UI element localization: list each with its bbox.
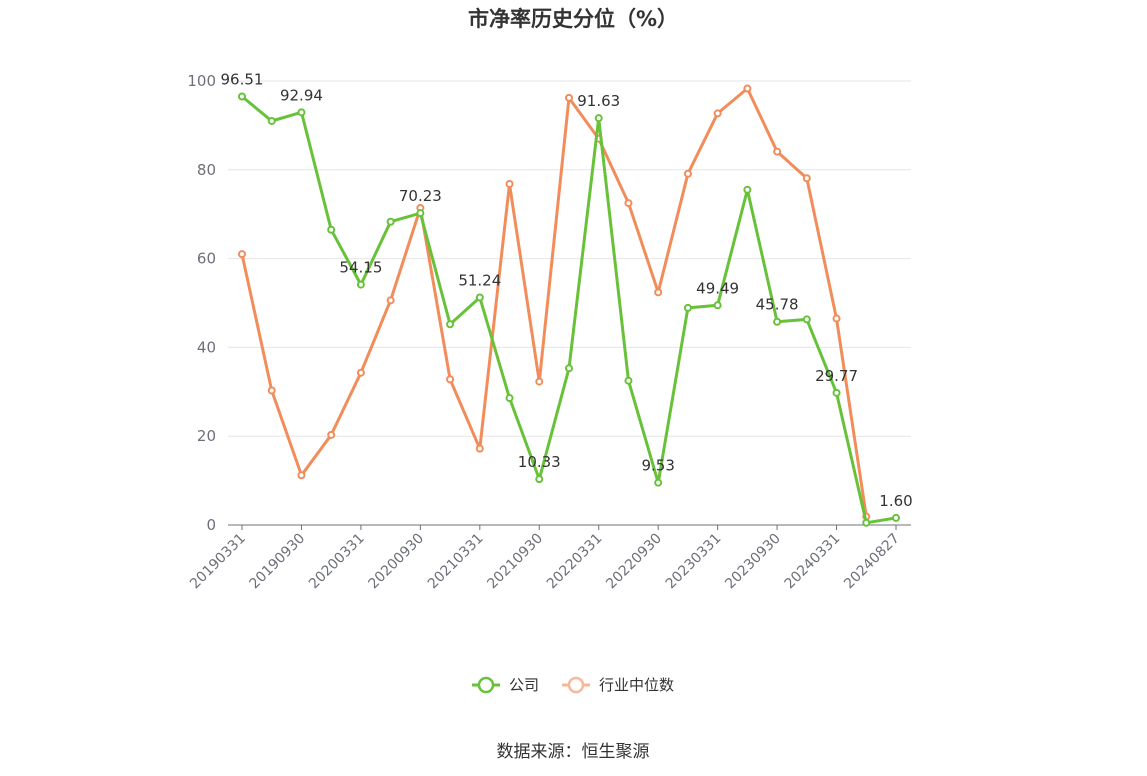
data-label: 10.33 bbox=[518, 453, 561, 471]
data-point[interactable] bbox=[535, 475, 544, 484]
chart-title: 市净率历史分位（%） bbox=[468, 7, 678, 31]
data-point[interactable] bbox=[892, 513, 900, 522]
data-point[interactable] bbox=[327, 430, 336, 439]
x-tick-label: 20210930 bbox=[484, 531, 546, 593]
legend-item-0[interactable]: 公司 bbox=[472, 676, 539, 694]
data-point[interactable] bbox=[505, 394, 514, 403]
data-point[interactable] bbox=[802, 315, 811, 324]
data-point[interactable] bbox=[654, 478, 663, 487]
data-point[interactable] bbox=[386, 217, 395, 226]
data-point[interactable] bbox=[475, 293, 484, 302]
data-point[interactable] bbox=[832, 388, 841, 397]
y-tick-label: 80 bbox=[197, 161, 216, 179]
x-tick-label: 20210331 bbox=[425, 531, 487, 593]
data-point[interactable] bbox=[297, 108, 306, 117]
data-point[interactable] bbox=[386, 296, 395, 305]
data-labels: 96.51 92.94 54.15 70.23 51.24 10.33 91.63 9.53 4… bbox=[221, 70, 913, 509]
series-line-1 bbox=[240, 87, 868, 517]
data-point[interactable] bbox=[624, 376, 633, 385]
data-label: 91.63 bbox=[577, 92, 620, 110]
data-point[interactable] bbox=[713, 301, 722, 310]
grid-lines bbox=[228, 80, 911, 437]
x-tick-label: 20240827 bbox=[841, 531, 903, 593]
data-point[interactable] bbox=[743, 185, 752, 194]
legend-marker bbox=[477, 676, 495, 694]
x-tick-label: 20230930 bbox=[722, 531, 784, 593]
data-point[interactable] bbox=[535, 377, 544, 386]
data-point[interactable] bbox=[565, 93, 573, 102]
data-point[interactable] bbox=[832, 314, 841, 323]
data-point[interactable] bbox=[446, 375, 455, 384]
data-label: 70.23 bbox=[399, 187, 442, 205]
x-tick-label: 20200930 bbox=[365, 531, 427, 593]
data-point[interactable] bbox=[267, 386, 276, 395]
data-point[interactable] bbox=[297, 471, 306, 480]
data-point[interactable] bbox=[505, 180, 514, 189]
data-point[interactable] bbox=[743, 84, 752, 93]
legend-marker bbox=[567, 676, 585, 694]
data-point[interactable] bbox=[773, 147, 782, 156]
data-point[interactable] bbox=[802, 174, 811, 183]
data-label: 9.53 bbox=[641, 457, 674, 475]
x-tick-label: 20240331 bbox=[782, 531, 844, 593]
legend-label: 行业中位数 bbox=[599, 676, 674, 694]
data-point[interactable] bbox=[683, 169, 692, 178]
y-tick-label: 40 bbox=[197, 338, 216, 356]
data-point[interactable] bbox=[416, 209, 425, 218]
x-tick-label: 20190930 bbox=[247, 531, 309, 593]
data-point[interactable] bbox=[773, 317, 782, 326]
x-axis: 2019033120190930202003312020093020210331… bbox=[187, 524, 911, 593]
x-tick-label: 20220930 bbox=[603, 531, 665, 593]
data-point[interactable] bbox=[624, 199, 633, 208]
legend-item-1[interactable]: 行业中位数 bbox=[562, 676, 674, 694]
data-point[interactable] bbox=[862, 518, 871, 527]
data-point[interactable] bbox=[446, 320, 455, 329]
data-point[interactable] bbox=[654, 288, 663, 297]
data-label: 45.78 bbox=[756, 296, 799, 314]
data-point[interactable] bbox=[327, 225, 336, 234]
y-axis: 0 20 40 60 80 100 bbox=[187, 72, 216, 534]
legend[interactable]: 公司 行业中位数 bbox=[472, 676, 674, 694]
data-point[interactable] bbox=[683, 303, 692, 312]
data-point[interactable] bbox=[713, 109, 722, 118]
data-point[interactable] bbox=[594, 114, 603, 123]
data-label: 51.24 bbox=[458, 271, 501, 289]
data-point[interactable] bbox=[238, 250, 246, 259]
y-tick-label: 60 bbox=[197, 250, 216, 268]
data-label: 96.51 bbox=[221, 70, 264, 88]
x-tick-label: 20220331 bbox=[544, 531, 606, 593]
data-point[interactable] bbox=[356, 280, 365, 289]
data-point[interactable] bbox=[565, 364, 573, 373]
source-note: 数据来源：恒生聚源 bbox=[497, 742, 650, 762]
data-label: 92.94 bbox=[280, 86, 323, 104]
y-tick-label: 100 bbox=[187, 72, 216, 90]
legend-label: 公司 bbox=[509, 676, 539, 694]
x-tick-label: 20200331 bbox=[306, 531, 368, 593]
data-point[interactable] bbox=[238, 92, 246, 101]
data-point[interactable] bbox=[267, 116, 276, 125]
x-tick-label: 20190331 bbox=[187, 531, 249, 593]
data-point[interactable] bbox=[475, 444, 484, 453]
data-label: 1.60 bbox=[879, 492, 912, 510]
data-label: 54.15 bbox=[339, 259, 382, 277]
y-tick-label: 20 bbox=[197, 427, 216, 445]
series-layer bbox=[238, 84, 900, 527]
data-label: 49.49 bbox=[696, 279, 739, 297]
x-tick-label: 20230331 bbox=[663, 531, 725, 593]
data-label: 29.77 bbox=[815, 367, 858, 385]
y-tick-label: 0 bbox=[206, 516, 216, 534]
data-point[interactable] bbox=[356, 368, 365, 377]
